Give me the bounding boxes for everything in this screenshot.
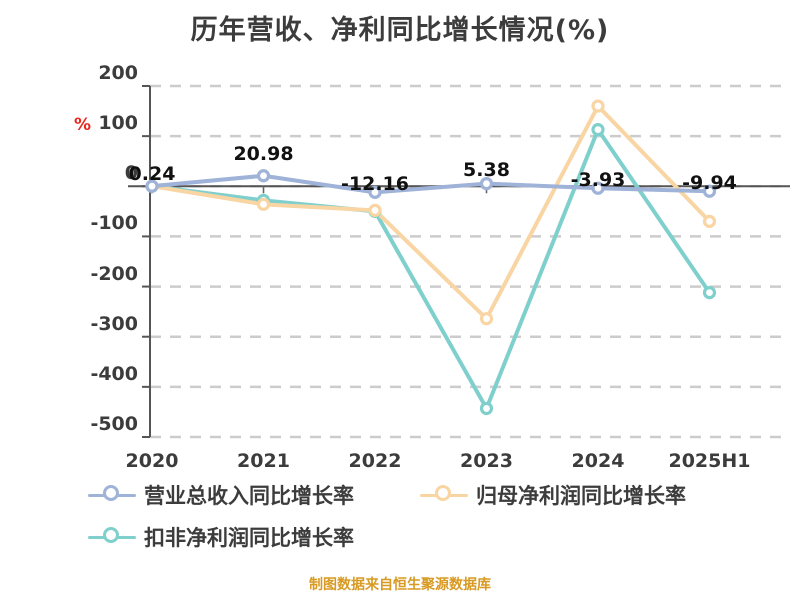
legend-item-label: 归母净利润同比增长率 bbox=[476, 484, 686, 508]
series-line-1 bbox=[150, 173, 712, 195]
data-point-label: -3.93 bbox=[570, 169, 626, 192]
page-title: 历年营收、净利同比增长情况(%) bbox=[190, 15, 610, 46]
data-point-marker bbox=[702, 285, 717, 300]
data-point-marker bbox=[479, 312, 494, 326]
legend-item-2[interactable]: 归母净利润同比增长率 bbox=[420, 480, 686, 510]
data-point-label: -12.16 bbox=[341, 173, 409, 196]
x-axis-tick-label: 2023 bbox=[460, 450, 513, 472]
x-axis-tick-label: 2024 bbox=[571, 450, 625, 472]
legend-item-1[interactable]: 营业总收入同比增长率 bbox=[88, 480, 354, 510]
y-axis-tick-label: -100 bbox=[90, 212, 138, 235]
y-axis-tick-label: 200 bbox=[98, 62, 138, 84]
legend-item-label: 扣非净利润同比增长率 bbox=[144, 526, 354, 550]
series-line-2 bbox=[150, 104, 712, 321]
data-point-marker bbox=[256, 197, 271, 211]
legend-item-3[interactable]: 扣非净利润同比增长率 bbox=[88, 522, 354, 552]
data-point-marker bbox=[702, 214, 717, 228]
data-point-marker bbox=[591, 99, 605, 113]
y-axis-tick-label: -400 bbox=[90, 362, 138, 385]
y-axis-tick-label: -500 bbox=[90, 413, 138, 435]
data-point-marker bbox=[591, 123, 605, 137]
data-point-label: 0.24 bbox=[128, 163, 176, 186]
data-point-marker bbox=[368, 203, 382, 217]
series-line-3 bbox=[150, 127, 712, 411]
data-point-marker bbox=[591, 181, 605, 195]
data-point-marker bbox=[256, 169, 271, 183]
data-point-label: -9.94 bbox=[682, 172, 737, 195]
data-point-marker bbox=[368, 185, 382, 199]
data-point-label: 20.98 bbox=[233, 142, 294, 165]
y-axis-tick-label: 100 bbox=[98, 112, 138, 135]
legend-marker-icon bbox=[88, 526, 136, 548]
data-point-marker bbox=[145, 179, 159, 193]
x-axis-tick-label: 2021 bbox=[237, 450, 290, 472]
y-axis-tick-label: 0 bbox=[124, 162, 138, 185]
data-point-marker bbox=[479, 401, 494, 416]
watermark-text: 制图数据来自恒生聚源数据库 bbox=[309, 577, 491, 593]
data-point-marker bbox=[479, 176, 494, 191]
data-point-marker bbox=[702, 184, 717, 198]
x-axis-tick-label: 2025H1 bbox=[668, 450, 751, 472]
legend-marker-icon bbox=[88, 484, 136, 506]
data-point-label: 5.38 bbox=[463, 158, 510, 181]
x-axis-tick-label: 2020 bbox=[125, 450, 179, 472]
y-axis-tick-label: -200 bbox=[90, 262, 138, 285]
legend-marker-icon bbox=[420, 484, 468, 506]
legend-item-label: 营业总收入同比增长率 bbox=[144, 484, 354, 508]
x-axis-tick-label: 2022 bbox=[348, 450, 402, 472]
y-axis-unit-label: % bbox=[74, 115, 92, 135]
y-axis-tick-label: -300 bbox=[90, 312, 138, 335]
